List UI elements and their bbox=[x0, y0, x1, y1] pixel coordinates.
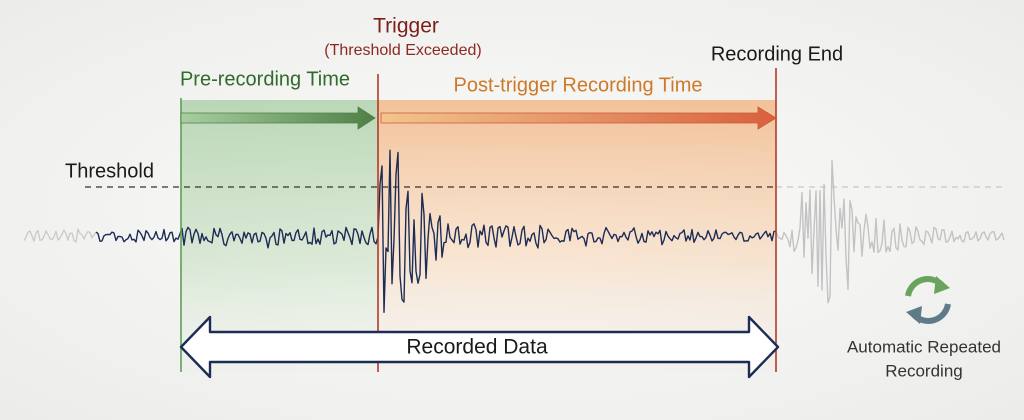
waveform-faded-end bbox=[775, 160, 1005, 304]
post-trigger-label: Post-trigger Recording Time bbox=[454, 74, 703, 96]
waveform-faded-start bbox=[23, 228, 97, 243]
recorded-data-arrow bbox=[179, 315, 780, 379]
trigger-label: Trigger bbox=[373, 15, 439, 38]
waveform bbox=[23, 149, 1005, 313]
recording-end-label: Recording End bbox=[711, 43, 843, 65]
post-trigger-arrow bbox=[380, 106, 777, 130]
pre-recording-label: Pre-recording Time bbox=[180, 68, 350, 90]
recorded-data-label: Recorded Data bbox=[406, 336, 548, 359]
repeat-label-line-2: Recording bbox=[885, 361, 963, 380]
trigger-note: (Threshold Exceeded) bbox=[324, 42, 481, 59]
repeat-label-line-1: Automatic Repeated bbox=[847, 337, 1001, 356]
threshold-label: Threshold bbox=[65, 160, 154, 182]
waveform-recorded bbox=[95, 149, 777, 313]
repeat-icon bbox=[905, 276, 951, 324]
pre-recording-arrow bbox=[180, 106, 376, 130]
